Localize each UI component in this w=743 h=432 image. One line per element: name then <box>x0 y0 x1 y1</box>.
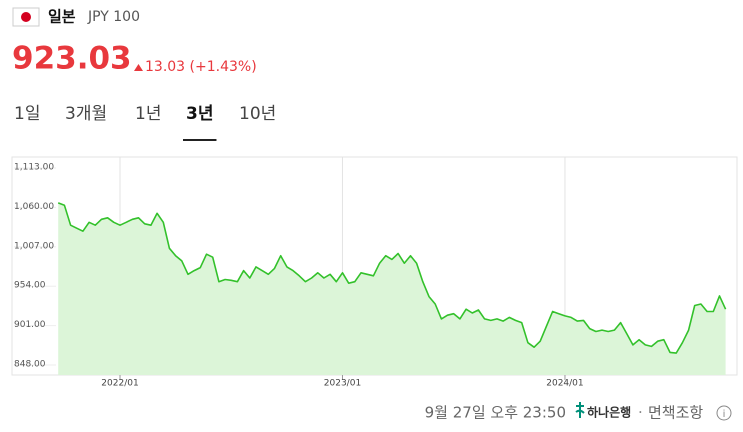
bank-logo <box>575 402 585 418</box>
y-tick-label: 1,060.00 <box>14 202 54 212</box>
y-tick-label: 901.00 <box>14 320 46 330</box>
currency: JPY 100 <box>87 9 140 25</box>
info-icon[interactable] <box>716 405 732 421</box>
country: 일본 <box>48 8 76 26</box>
y-tick-label: 954.00 <box>14 281 46 291</box>
y-tick-label: 1,113.00 <box>14 163 54 173</box>
info-icon-glyph: i <box>723 409 726 420</box>
area-fill <box>58 202 726 375</box>
x-tick-label: 2023/01 <box>324 379 361 389</box>
y-tick-label: 848.00 <box>14 360 46 370</box>
disclaimer[interactable]: 면책조항 <box>648 404 703 422</box>
separator: · <box>638 404 643 422</box>
x-tick-label: 2022/01 <box>101 379 138 389</box>
tab[interactable]: 1일 <box>14 104 40 124</box>
y-tick-label: 1,007.00 <box>14 241 54 251</box>
change: 13.03 (+1.43%) <box>145 59 257 75</box>
timestamp: 9월 27일 오후 23:50 <box>425 404 566 422</box>
flag-sun <box>21 12 31 22</box>
tab[interactable]: 3개월 <box>65 104 107 124</box>
tab[interactable]: 3년 <box>186 104 213 124</box>
tabs: 1일 3개월 1년 3년 10년 <box>14 104 276 141</box>
line <box>57 202 727 354</box>
up-arrow <box>134 64 143 71</box>
x-tick-label: 2024/01 <box>546 379 583 389</box>
bank: 하나은행 <box>587 405 631 420</box>
price: 923.03 <box>12 41 132 77</box>
tab[interactable]: 1년 <box>135 104 161 124</box>
chart: 848.00 901.00 954.00 1,007.00 1,060.00 1,113.… <box>14 157 727 389</box>
tab[interactable]: 10년 <box>239 104 276 124</box>
